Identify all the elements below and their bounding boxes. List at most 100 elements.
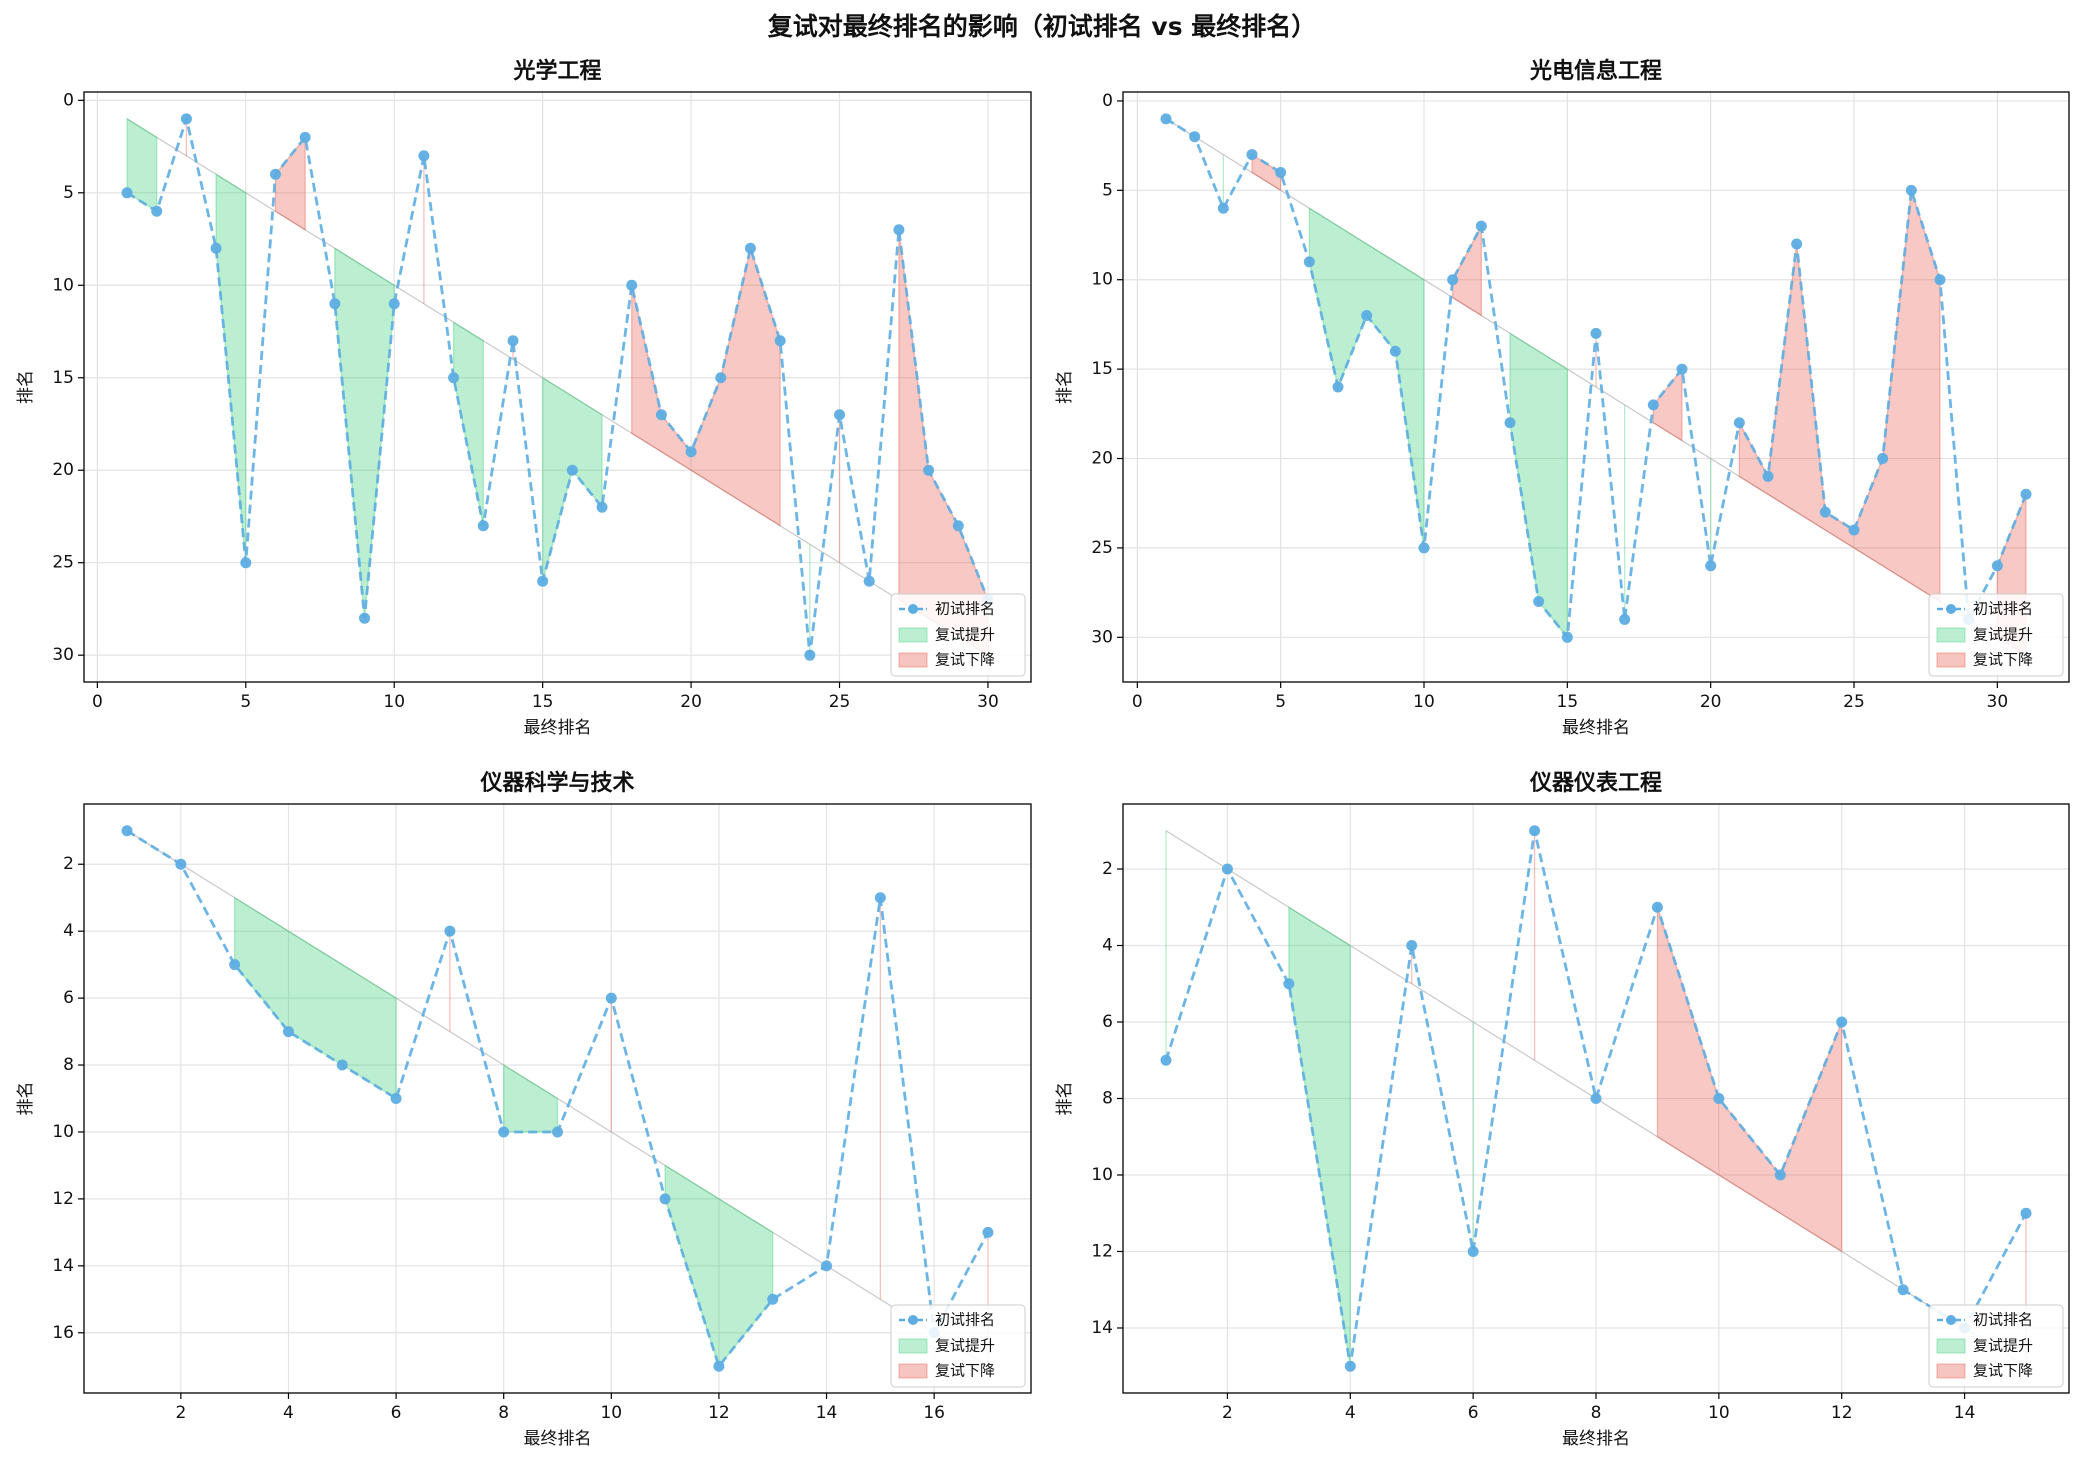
point [269,168,281,180]
point [477,520,489,532]
x-tick-label: 10 [1413,692,1435,712]
point [2020,1207,2032,1219]
legend-box [890,1304,1026,1388]
legend-swatch [1936,1363,1966,1379]
point [1934,274,1946,286]
point [329,298,341,310]
point [448,372,460,384]
x-tick-label: 25 [829,692,851,712]
point [359,612,371,624]
y-axis-label: 排名 [16,1082,36,1116]
subplot-title: 仪器科学与技术 [479,770,634,796]
legend-label: 复试提升 [935,626,995,644]
y-tick-label: 10 [52,275,74,295]
point [1447,274,1459,286]
point [744,242,756,254]
point [774,335,786,347]
point [1189,131,1201,143]
point [180,113,192,125]
point [210,242,222,254]
point [834,409,846,421]
point [1160,113,1172,125]
legend-swatch [1936,652,1966,668]
x-tick-label: 30 [977,692,999,712]
y-axis-label: 排名 [1055,370,1075,404]
point [767,1293,779,1305]
legend-swatch [898,627,928,643]
fill-region [1251,153,1282,192]
point [1504,417,1516,429]
point [388,298,400,310]
point [1475,220,1487,232]
legend-label: 初试排名 [1973,600,2033,618]
point [715,372,727,384]
x-tick-label: 25 [1843,692,1865,712]
point [659,1193,671,1205]
legend-swatch [898,652,928,668]
y-axis-label: 排名 [1055,1082,1075,1116]
y-tick-label: 4 [1102,936,1113,956]
legend-label: 复试下降 [1973,651,2033,669]
y-tick-label: 8 [63,1055,74,1075]
axes-frame [1122,803,2070,1394]
point [1275,166,1287,178]
point [982,1226,994,1238]
subplot-title: 光电信息工程 [1529,58,1662,84]
point [1361,309,1373,321]
series-line [1164,830,2028,1367]
fill-region [215,173,247,563]
y-tick-label: 10 [1091,1165,1113,1185]
legend-box [890,593,1026,677]
plot-area [121,113,994,661]
point [444,925,456,937]
point [874,892,886,904]
legend-marker [908,604,918,614]
x-tick-label: 0 [1132,692,1143,712]
subplot-title: 仪器仪表工程 [1529,771,1662,796]
point [1991,560,2003,572]
x-tick-label: 14 [1954,1403,1976,1423]
y-tick-label: 6 [63,988,74,1008]
point [1160,1054,1172,1066]
y-tick-label: 12 [1091,1241,1113,1261]
point [1406,940,1418,952]
y-tick-label: 16 [52,1323,74,1343]
point [1897,1284,1909,1296]
point [299,131,311,143]
legend-label: 复试下降 [935,1362,995,1380]
axes-frame [1122,91,2070,683]
point [1733,417,1745,429]
point [1303,256,1315,268]
point [1819,506,1831,518]
point [282,1026,294,1038]
point [2020,488,2032,500]
x-tick-label: 14 [816,1403,838,1423]
y-tick-label: 15 [1091,359,1113,379]
point [1590,1093,1602,1104]
x-tick-label: 4 [1345,1403,1356,1423]
y-tick-label: 10 [52,1122,74,1142]
point [626,279,638,291]
axes-frame [83,91,1032,683]
point [552,1126,563,1138]
x-tick-label: 5 [1275,692,1286,712]
y-tick-label: 2 [63,854,74,874]
reference-diagonal [126,118,989,656]
point [229,959,241,971]
y-tick-label: 0 [63,90,74,110]
x-tick-label: 10 [1708,1403,1730,1423]
point [175,858,187,870]
fill-region [1452,225,1482,317]
x-tick-label: 8 [1591,1403,1602,1423]
x-tick-label: 8 [498,1403,509,1423]
fill-region [503,1063,559,1133]
point [498,1126,510,1138]
y-tick-label: 14 [1091,1318,1113,1338]
legend-box [1928,593,2064,677]
x-axis-label: 最终排名 [1562,1429,1630,1449]
